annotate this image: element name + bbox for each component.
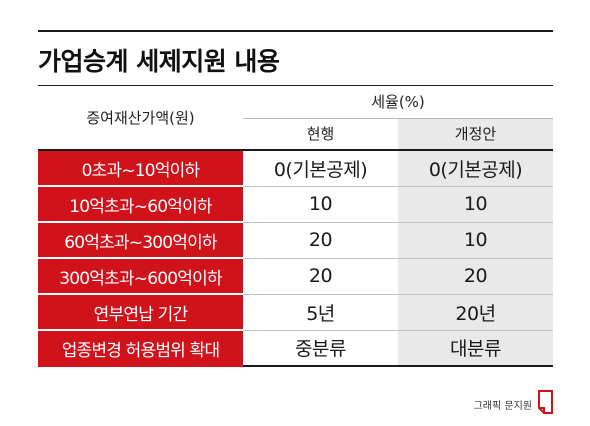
current-value: 5년 [243,294,398,331]
table-row: 10억초과~60억이하 10 10 [38,186,553,223]
page-title: 가업승계 세제지원 내용 [38,47,280,76]
current-value: 중분류 [243,330,398,367]
current-column-header: 현행 [243,118,398,151]
proposed-value: 대분류 [398,330,553,367]
proposed-value: 10 [398,186,553,223]
tax-rate-group-header: 세율(%) [243,86,553,119]
proposed-value: 20 [398,258,553,295]
table-row: 업종변경 허용범위 확대 중분류 대분류 [38,330,553,367]
row-label: 업종변경 허용범위 확대 [38,330,243,367]
header-row: 증여재산가액(원) 세율(%) [38,86,553,151]
table-row: 연부연납 기간 5년 20년 [38,294,553,331]
subheader-row: 현행 개정안 [38,118,553,151]
proposed-value: 20년 [398,294,553,331]
row-label: 10억초과~60억이하 [38,186,243,223]
tax-table: 증여재산가액(원) 세율(%) 현행 개정안 0초과~10억이하 0(기본공제)… [38,86,553,367]
proposed-value: 0(기본공제) [398,150,553,187]
table-row: 300억초과~600억이하 20 20 [38,258,553,295]
proposed-value: 10 [398,222,553,259]
table-row: 0초과~10억이하 0(기본공제) 0(기본공제) [38,150,553,187]
row-header-label: 증여재산가액(원) [38,86,243,151]
top-rule [38,30,553,32]
current-value: 20 [243,258,398,295]
current-value: 10 [243,186,398,223]
row-label: 300억초과~600억이하 [38,258,243,295]
proposed-column-header: 개정안 [398,118,553,151]
title-rule [38,85,553,86]
row-label: 60억초과~300억이하 [38,222,243,259]
table-row: 60억초과~300억이하 20 10 [38,222,553,259]
row-label: 연부연납 기간 [38,294,243,331]
graphic-credit: 그래픽 문지원 [473,401,532,412]
row-label: 0초과~10억이하 [38,150,243,187]
red-page-logo-icon [538,390,553,414]
current-value: 0(기본공제) [243,150,398,187]
current-value: 20 [243,222,398,259]
